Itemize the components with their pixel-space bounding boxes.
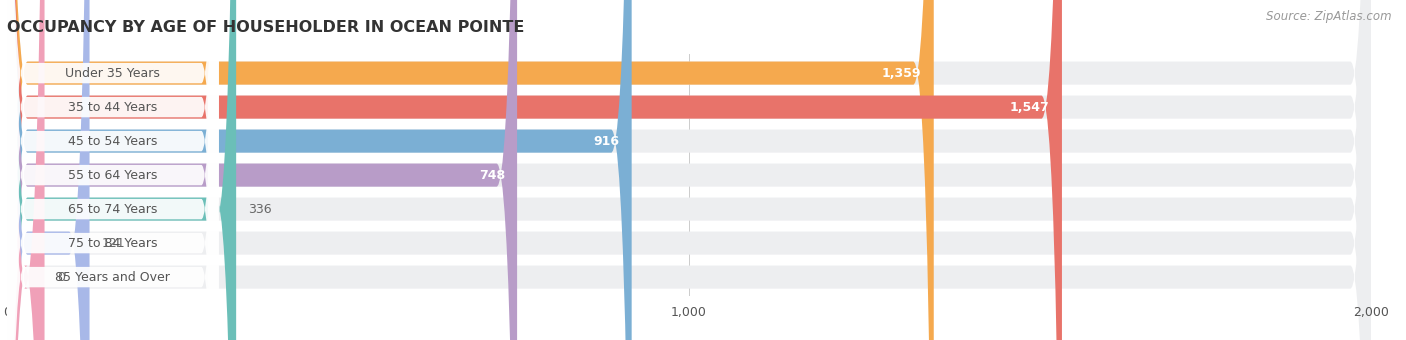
FancyBboxPatch shape (7, 0, 218, 340)
FancyBboxPatch shape (7, 0, 90, 340)
FancyBboxPatch shape (7, 0, 45, 340)
FancyBboxPatch shape (7, 0, 1371, 340)
FancyBboxPatch shape (7, 0, 1371, 340)
Text: 75 to 84 Years: 75 to 84 Years (67, 237, 157, 250)
Text: Under 35 Years: Under 35 Years (65, 67, 160, 80)
Text: 1,359: 1,359 (882, 67, 921, 80)
FancyBboxPatch shape (7, 0, 1371, 340)
Text: 85 Years and Over: 85 Years and Over (55, 271, 170, 284)
FancyBboxPatch shape (7, 0, 218, 340)
Text: 916: 916 (593, 135, 620, 148)
FancyBboxPatch shape (7, 0, 218, 340)
Text: 35 to 44 Years: 35 to 44 Years (67, 101, 157, 114)
Text: 336: 336 (249, 203, 271, 216)
FancyBboxPatch shape (7, 0, 218, 340)
Text: Source: ZipAtlas.com: Source: ZipAtlas.com (1267, 10, 1392, 23)
FancyBboxPatch shape (7, 0, 517, 340)
FancyBboxPatch shape (7, 0, 934, 340)
Text: 121: 121 (101, 237, 125, 250)
Text: 0: 0 (56, 271, 65, 284)
FancyBboxPatch shape (7, 0, 1371, 340)
FancyBboxPatch shape (7, 0, 218, 340)
FancyBboxPatch shape (7, 0, 1371, 340)
Text: 55 to 64 Years: 55 to 64 Years (67, 169, 157, 182)
Text: 45 to 54 Years: 45 to 54 Years (67, 135, 157, 148)
Text: 748: 748 (478, 169, 505, 182)
FancyBboxPatch shape (7, 0, 631, 340)
Text: 1,547: 1,547 (1010, 101, 1050, 114)
Text: OCCUPANCY BY AGE OF HOUSEHOLDER IN OCEAN POINTE: OCCUPANCY BY AGE OF HOUSEHOLDER IN OCEAN… (7, 20, 524, 35)
FancyBboxPatch shape (7, 0, 1371, 340)
FancyBboxPatch shape (7, 0, 1371, 340)
FancyBboxPatch shape (7, 0, 218, 340)
FancyBboxPatch shape (7, 0, 236, 340)
FancyBboxPatch shape (7, 0, 1062, 340)
Text: 65 to 74 Years: 65 to 74 Years (67, 203, 157, 216)
FancyBboxPatch shape (7, 0, 218, 340)
